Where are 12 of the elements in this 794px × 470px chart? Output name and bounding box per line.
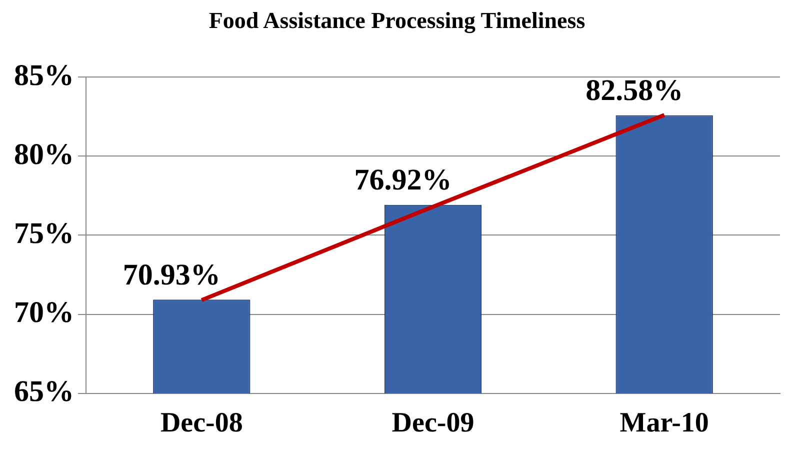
y-tick-label: 85% bbox=[14, 58, 74, 92]
y-tick-label: 75% bbox=[14, 216, 74, 250]
y-tick-label: 65% bbox=[14, 375, 74, 408]
x-tick-label: Dec-09 bbox=[392, 407, 474, 438]
x-tick-label: Mar-10 bbox=[620, 407, 709, 438]
data-label: 82.58% bbox=[586, 74, 684, 108]
x-tick-label: Dec-08 bbox=[160, 407, 243, 438]
chart-title: Food Assistance Processing Timeliness bbox=[208, 8, 586, 34]
data-label: 76.92% bbox=[354, 164, 452, 197]
y-tick-label: 70% bbox=[14, 296, 74, 330]
y-tick-label: 80% bbox=[14, 138, 74, 171]
data-label: 70.93% bbox=[122, 258, 220, 292]
